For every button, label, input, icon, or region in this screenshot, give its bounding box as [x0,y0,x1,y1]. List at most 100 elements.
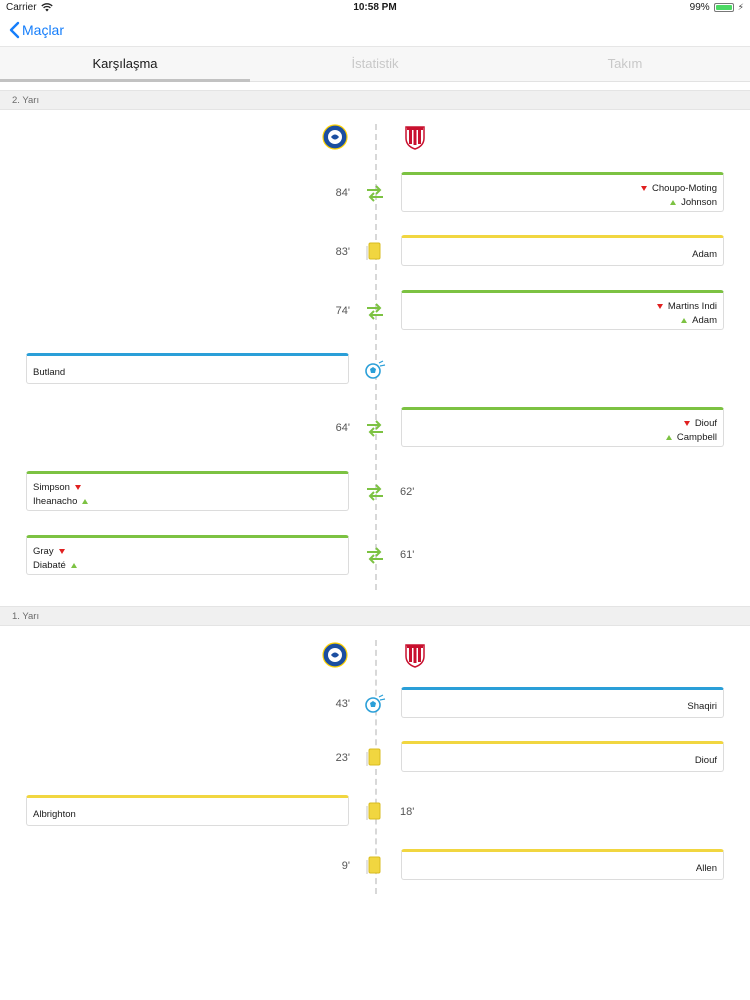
yellow-card-icon [366,802,381,820]
player-name: Adam [692,249,717,260]
section-header-2nd-half: 2. Yarı [0,90,750,110]
sub-out-row: Diouf [683,418,717,429]
event-minute: 64' [335,422,350,434]
yellow-card-icon [366,242,381,260]
player-name: Allen [695,863,717,874]
tab-takim[interactable]: Takım [500,47,750,83]
player-in: Diabaté [33,560,66,571]
goal-icon [365,360,386,379]
carrier-label: Carrier [6,2,37,13]
player-out: Gray [33,546,54,557]
player-out: Diouf [694,418,717,429]
stoke-crest-icon [405,644,425,668]
timeline-line [375,640,377,894]
sub-in-row: Adam [681,315,717,326]
player-in: Campbell [676,432,717,443]
player-name: Butland [33,367,66,378]
sub-in-row: Johnson [670,197,717,208]
event-card-substitution[interactable]: Diouf Campbell [401,407,724,447]
player-out: Choupo-Moting [652,183,717,194]
sub-in-arrow-icon [670,200,677,205]
wifi-icon [40,3,53,12]
status-right: 99% ⚡ [690,2,744,13]
event-minute: 74' [335,305,350,317]
sub-out-arrow-icon [656,304,663,309]
event-minute: 23' [335,752,350,764]
leicester-crest-icon [322,124,348,150]
tab-karsilasma[interactable]: Karşılaşma [0,47,250,83]
event-card-yellow[interactable]: Allen [401,849,724,880]
player-row: Diouf [695,755,717,766]
sub-in-arrow-icon [82,499,89,504]
sub-out-arrow-icon [683,421,690,426]
sub-out-arrow-icon [58,549,65,554]
event-minute: 9' [341,860,350,872]
event-minute: 83' [335,246,350,258]
charging-icon: ⚡ [737,2,744,12]
tab-label: Takım [607,56,643,71]
sub-out-row: Simpson [33,482,81,493]
event-minute: 43' [335,698,350,710]
player-row: Allen [696,863,717,874]
nav-bar: Maçlar [0,16,750,46]
player-in: Johnson [681,197,717,208]
back-button[interactable]: Maçlar [8,20,64,40]
player-row: Adam [692,249,717,260]
yellow-card-icon [366,856,381,874]
chevron-left-icon [9,21,20,39]
tab-istatistik[interactable]: İstatistik [250,47,500,83]
substitution-icon [367,484,383,501]
event-minute: 62' [400,486,415,498]
stoke-crest-icon [405,126,425,150]
goal-icon [365,694,386,713]
sub-out-row: Martins Indi [656,301,717,312]
sub-in-row: Campbell [665,432,717,443]
sub-in-arrow-icon [70,563,77,568]
player-in: Iheanacho [33,496,78,507]
event-card-goal[interactable]: Butland [26,353,349,384]
player-row: Butland [33,367,65,378]
sub-out-arrow-icon [74,485,81,490]
tab-bar: Karşılaşma İstatistik Takım [0,46,750,82]
player-row: Albrighton [33,809,76,820]
player-name: Albrighton [33,809,76,820]
event-card-substitution[interactable]: Martins Indi Adam [401,290,724,330]
event-minute: 18' [400,806,415,818]
substitution-icon [367,420,383,437]
event-card-substitution[interactable]: Choupo-Moting Johnson [401,172,724,212]
sub-in-arrow-icon [665,435,672,440]
substitution-icon [367,547,383,564]
battery-icon [713,3,734,12]
event-card-substitution[interactable]: Simpson Iheanacho [26,471,349,511]
sub-in-row: Iheanacho [33,496,89,507]
active-tab-indicator [0,79,250,82]
section-header-1st-half: 1. Yarı [0,606,750,626]
event-minute: 84' [335,187,350,199]
event-card-substitution[interactable]: Gray Diabaté [26,535,349,575]
substitution-icon [367,185,383,202]
yellow-card-icon [366,748,381,766]
sub-in-row: Diabaté [33,560,77,571]
event-card-yellow[interactable]: Albrighton [26,795,349,826]
event-card-yellow[interactable]: Adam [401,235,724,266]
player-name: Diouf [694,755,717,766]
battery-percent: 99% [689,2,710,13]
leicester-crest-icon [322,642,348,668]
event-card-goal[interactable]: Shaqiri [401,687,724,718]
player-name: Shaqiri [687,701,717,712]
timeline-line [375,124,377,590]
status-bar: Carrier 10:58 PM 99% ⚡ [0,0,750,16]
sub-out-arrow-icon [641,186,648,191]
substitution-icon [367,303,383,320]
player-row: Shaqiri [687,701,717,712]
sub-in-arrow-icon [681,318,688,323]
sub-out-row: Gray [33,546,65,557]
tab-label: İstatistik [351,56,399,71]
player-out: Simpson [33,482,70,493]
status-left: Carrier [6,2,53,13]
player-in: Adam [692,315,717,326]
tab-label: Karşılaşma [92,56,158,71]
event-card-yellow[interactable]: Diouf [401,741,724,772]
event-minute: 61' [400,549,415,561]
back-label: Maçlar [22,22,65,38]
